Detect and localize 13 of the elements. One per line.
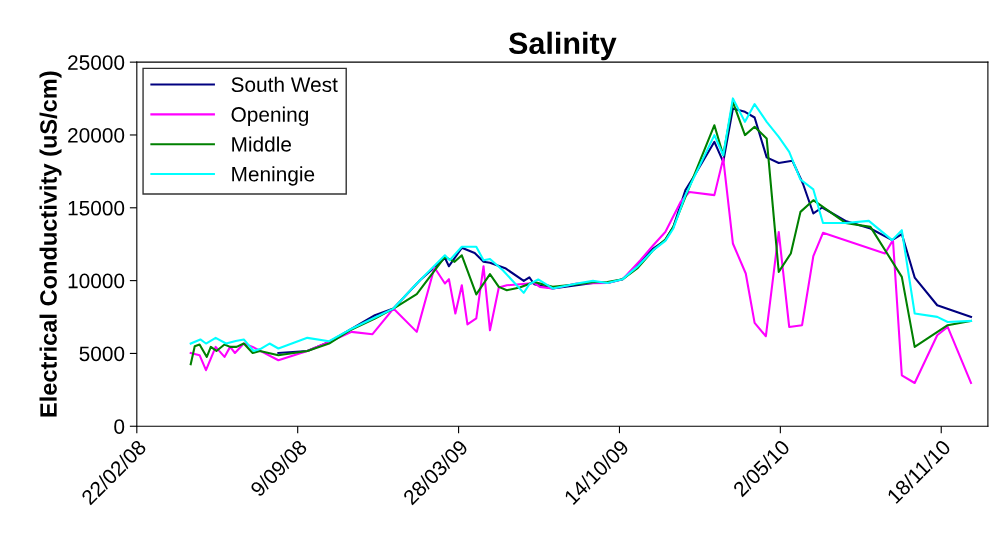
legend-label: Middle bbox=[232, 136, 292, 152]
y-tick-label: 5000 bbox=[79, 346, 125, 362]
legend-label: Opening bbox=[231, 106, 308, 126]
y-tick-label: 15000 bbox=[68, 200, 125, 216]
y-tick-label: 0 bbox=[114, 419, 125, 434]
y-tick-label: 10000 bbox=[68, 273, 125, 289]
legend-label: Meningie bbox=[232, 166, 315, 186]
y-tick-label: 25000 bbox=[68, 55, 125, 70]
y-tick-label: 20000 bbox=[68, 127, 125, 143]
line-series bbox=[189, 157, 973, 385]
y-axis-title: Electrical Conductivity (uS/cm) bbox=[39, 71, 62, 417]
legend-label: South West bbox=[231, 76, 338, 93]
chart-title: Salinity bbox=[508, 31, 617, 61]
